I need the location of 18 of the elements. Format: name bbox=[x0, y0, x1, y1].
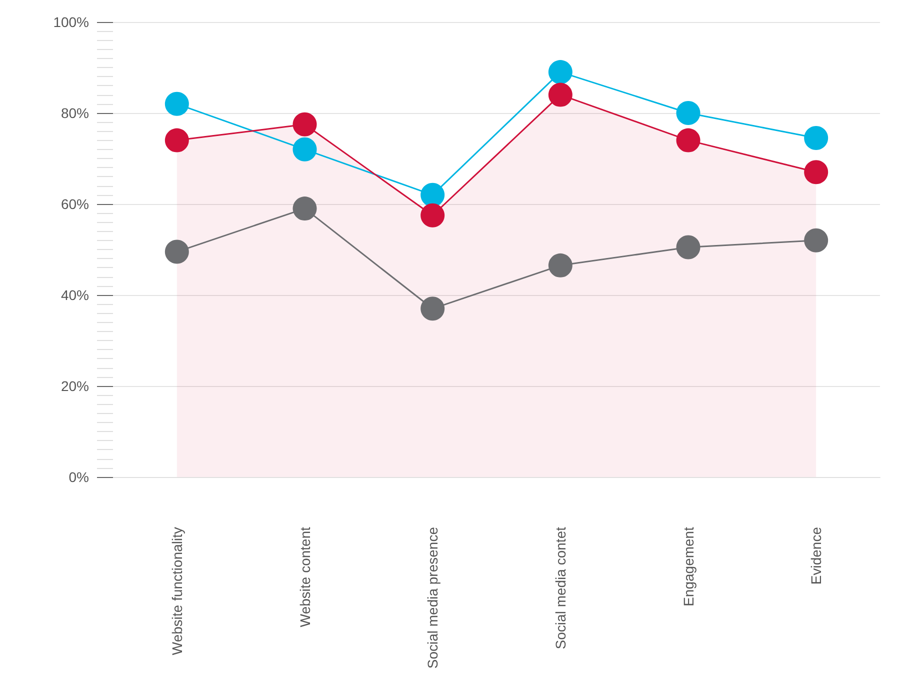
y-tick-label: 40% bbox=[60, 287, 89, 303]
y-tick-label: 100% bbox=[53, 14, 89, 30]
y-tick-label: 0% bbox=[68, 469, 89, 485]
point bbox=[164, 240, 189, 264]
y-tick-label: 80% bbox=[60, 105, 89, 121]
x-tick-label: Social media presence bbox=[424, 526, 441, 669]
y-tick-label: 60% bbox=[60, 196, 89, 212]
point bbox=[548, 253, 572, 278]
x-tick-label: Engagement bbox=[680, 526, 696, 606]
x-tick-label: Evidence bbox=[808, 526, 824, 585]
y-tick-label: 20% bbox=[60, 378, 89, 394]
point bbox=[676, 235, 700, 260]
point bbox=[420, 296, 445, 321]
point bbox=[804, 228, 828, 252]
x-tick-label: Social media contet bbox=[552, 526, 568, 650]
x-tick-label: Website functionality bbox=[168, 527, 185, 656]
point bbox=[548, 60, 572, 84]
x-tick-label: Website content bbox=[296, 526, 313, 628]
